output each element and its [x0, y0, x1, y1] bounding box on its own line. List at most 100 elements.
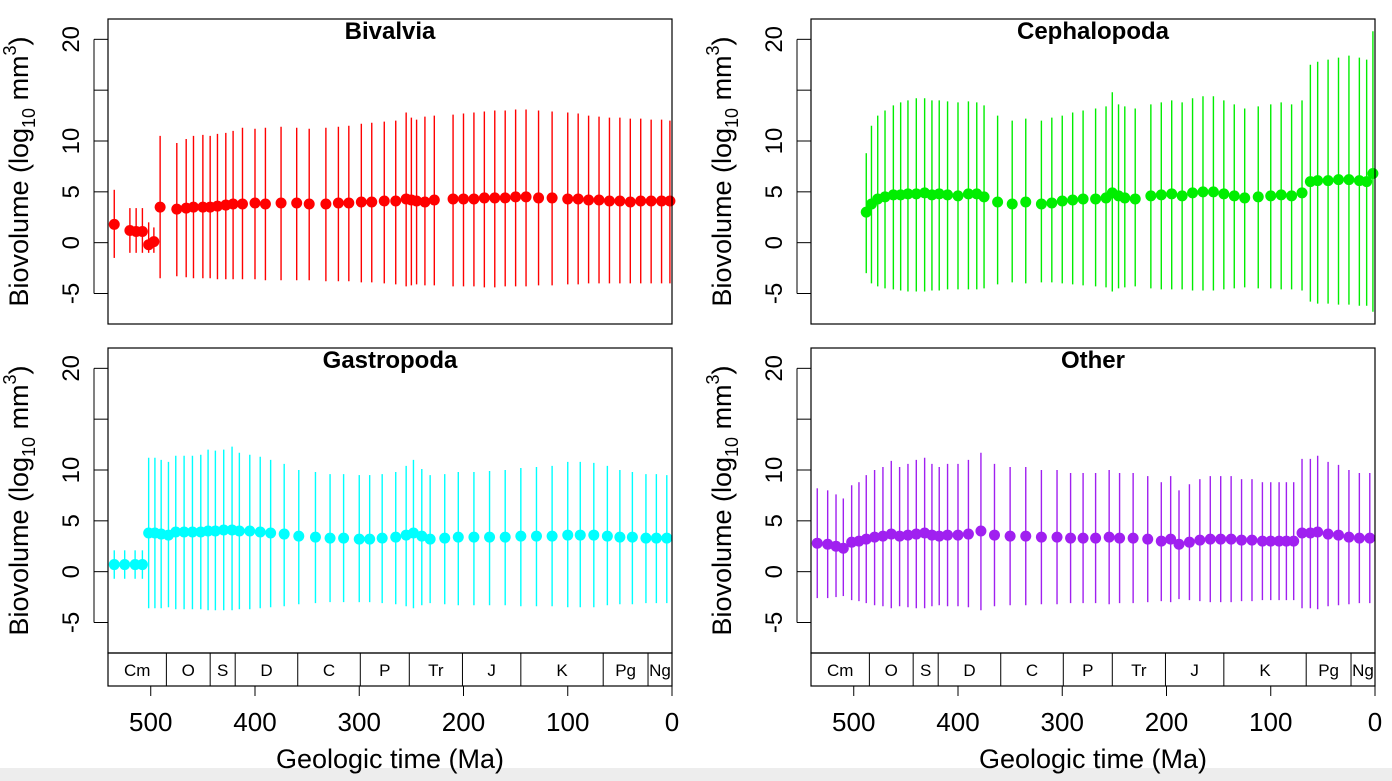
data-point	[457, 193, 469, 205]
data-point	[1129, 193, 1141, 205]
data-point	[1246, 534, 1258, 546]
plot-frame	[810, 18, 1376, 325]
data-point	[1207, 186, 1219, 198]
data-point	[353, 533, 365, 545]
data-point	[593, 194, 605, 206]
data-point	[962, 528, 974, 540]
data-point	[885, 528, 897, 540]
y-axis-label-main: Biovolume (log	[4, 128, 34, 307]
data-point	[626, 531, 638, 543]
data-point	[259, 198, 271, 210]
data-point	[1103, 531, 1115, 543]
y-tick-label: 10	[761, 457, 788, 484]
data-point	[562, 193, 574, 205]
data-point	[1090, 532, 1102, 544]
y-tick-label: 20	[58, 26, 85, 53]
data-point	[1322, 528, 1334, 540]
data-point	[218, 524, 230, 536]
data-point	[562, 529, 574, 541]
x-axis-label: Geologic time (Ma)	[276, 744, 504, 774]
y-tick-label: 10	[761, 128, 788, 155]
period-label: D	[963, 661, 975, 680]
y-axis-label-sup: 3	[703, 374, 723, 384]
y-axis-label-sub: 10	[19, 437, 39, 457]
data-point	[1155, 189, 1167, 201]
data-point	[489, 192, 501, 204]
data-point	[1077, 532, 1089, 544]
data-point	[148, 236, 160, 248]
data-point	[1035, 198, 1047, 210]
data-point	[1077, 193, 1089, 205]
data-point	[108, 218, 120, 230]
period-label: J	[487, 661, 496, 680]
data-point	[1353, 532, 1365, 544]
data-point	[364, 533, 376, 545]
bottom-edge-strip	[0, 768, 1392, 781]
y-axis-label-sup: 3	[0, 45, 20, 55]
panel-title: Other	[1061, 347, 1125, 374]
data-point	[942, 189, 954, 201]
data-point	[1155, 535, 1167, 547]
data-point	[574, 529, 586, 541]
x-tick-label: 200	[442, 707, 485, 737]
data-point	[588, 529, 600, 541]
data-point	[265, 527, 277, 539]
data-point	[171, 203, 183, 215]
data-point	[1187, 187, 1199, 199]
data-point	[1142, 533, 1154, 545]
data-point	[1312, 526, 1324, 538]
y-axis-label-unit: mm	[707, 55, 737, 107]
y-axis-label-main: Biovolume (log	[707, 457, 737, 636]
y-axis-label: Biovolume (log10 mm3)	[0, 365, 39, 635]
y-tick-label: 0	[58, 565, 85, 578]
data-point	[515, 530, 527, 542]
y-axis-label-main: Biovolume (log	[4, 457, 34, 636]
y-axis-label-unit: mm	[4, 384, 34, 436]
points-other	[811, 525, 1376, 554]
data-point	[902, 529, 914, 541]
y-tick-label: 20	[58, 355, 85, 382]
x-tick-label: 300	[1041, 707, 1084, 737]
data-point	[411, 195, 423, 207]
data-point	[447, 193, 459, 205]
data-point	[1215, 533, 1227, 545]
data-point	[860, 206, 872, 218]
data-point	[170, 526, 182, 538]
data-point	[209, 525, 221, 537]
y-axis-label-close: )	[4, 36, 34, 45]
data-point	[640, 532, 652, 544]
data-point	[942, 529, 954, 541]
data-point	[186, 526, 198, 538]
data-point	[1145, 190, 1157, 202]
data-point	[439, 532, 451, 544]
y-tick-label: 5	[761, 185, 788, 198]
y-tick-label: 5	[58, 514, 85, 527]
y-axis-label: Biovolume (log10 mm3)	[703, 36, 742, 306]
period-label: J	[1190, 661, 1199, 680]
data-point	[1367, 168, 1379, 180]
data-point	[416, 530, 428, 542]
data-point	[136, 559, 148, 571]
data-point	[1067, 194, 1079, 206]
period-label: O	[885, 661, 898, 680]
data-point	[952, 529, 964, 541]
period-label: K	[1259, 661, 1271, 680]
y-tick-label: 10	[58, 128, 85, 155]
data-point	[910, 528, 922, 540]
data-point	[978, 191, 990, 203]
data-point	[1166, 188, 1178, 200]
y-tick-label: 0	[58, 236, 85, 249]
data-point	[1197, 186, 1209, 198]
data-point	[962, 188, 974, 200]
panel-title: Cephalopoda	[1017, 18, 1170, 45]
y-axis-label-unit: mm	[4, 55, 34, 107]
data-point	[154, 201, 166, 213]
data-point	[877, 530, 889, 542]
data-point	[478, 192, 490, 204]
y-tick-label: 10	[58, 457, 85, 484]
x-tick-label: 200	[1145, 707, 1188, 737]
data-point	[390, 195, 402, 207]
data-point	[355, 196, 367, 208]
